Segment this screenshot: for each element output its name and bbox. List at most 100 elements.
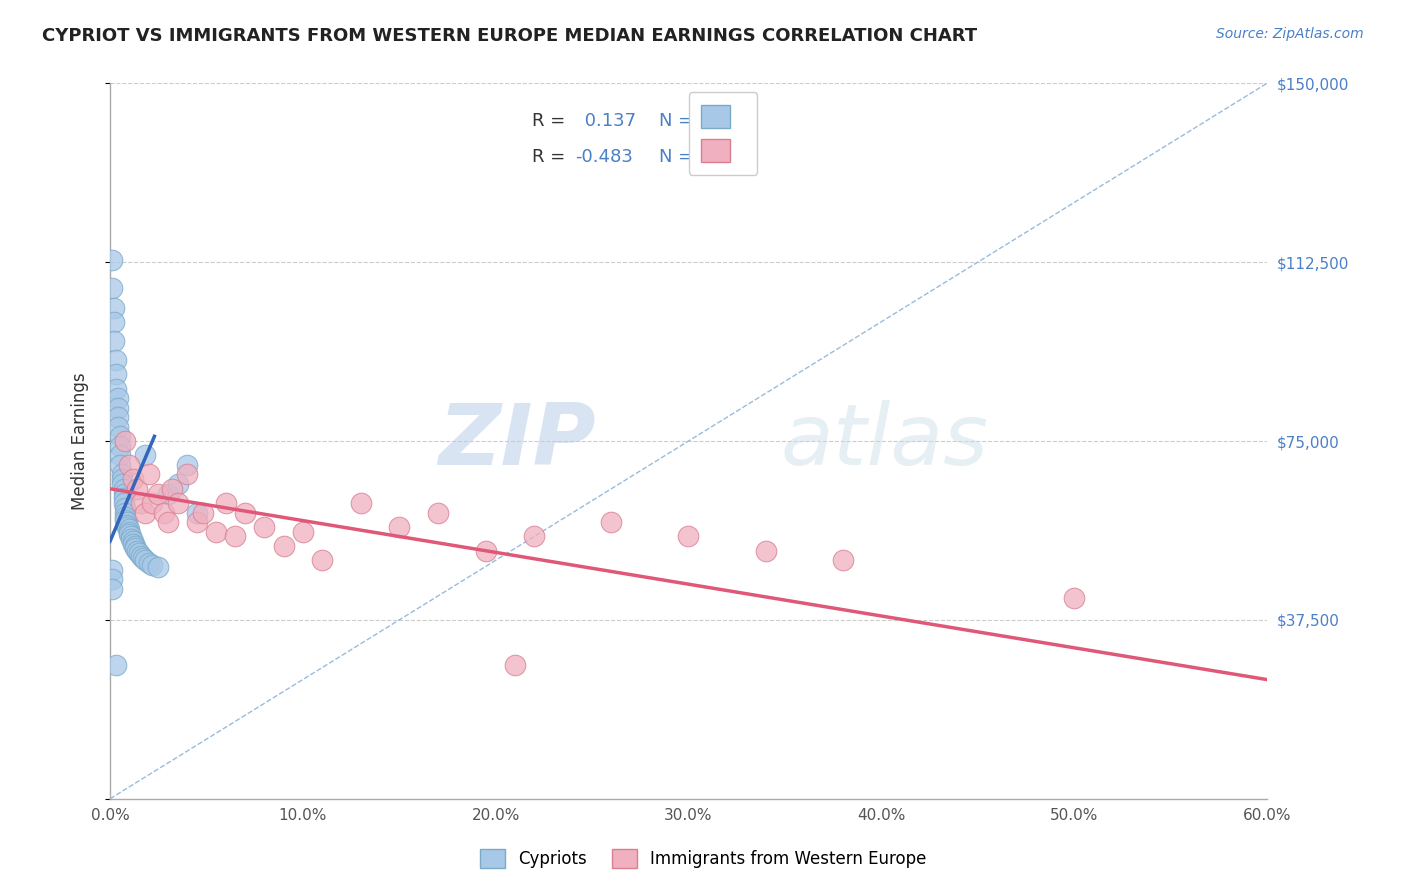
Point [117, 515, 139, 529]
Point [118, 522, 141, 536]
Point [125, 482, 148, 496]
Point [107, 419, 129, 434]
Point [166, 477, 188, 491]
Point [112, 486, 135, 500]
Point [120, 532, 142, 546]
Point [129, 549, 152, 563]
Point [831, 553, 853, 567]
Point [233, 506, 256, 520]
Point [215, 496, 238, 510]
Point [148, 560, 170, 574]
Point [148, 486, 170, 500]
Point [311, 553, 333, 567]
Point [114, 500, 136, 515]
Point [523, 529, 546, 543]
Point [160, 482, 183, 496]
Point [108, 439, 131, 453]
Point [205, 524, 228, 539]
Point [186, 515, 208, 529]
Point [120, 529, 142, 543]
Point [107, 391, 129, 405]
Point [104, 353, 127, 368]
Point [134, 553, 156, 567]
Text: R =: R = [533, 148, 565, 166]
Point [111, 477, 134, 491]
Point [129, 496, 152, 510]
Text: -0.483: -0.483 [575, 148, 633, 166]
Point [117, 520, 139, 534]
Point [122, 534, 145, 549]
Point [124, 539, 146, 553]
Point [107, 410, 129, 425]
Point [114, 434, 136, 449]
Point [141, 558, 163, 573]
Point [103, 315, 125, 329]
Text: CYPRIOT VS IMMIGRANTS FROM WESTERN EUROPE MEDIAN EARNINGS CORRELATION CHART: CYPRIOT VS IMMIGRANTS FROM WESTERN EUROP… [42, 27, 977, 45]
Point [124, 541, 146, 556]
Point [153, 506, 176, 520]
Point [112, 482, 135, 496]
Point [166, 496, 188, 510]
Point [1063, 591, 1085, 606]
Point [678, 529, 700, 543]
Point [176, 467, 198, 482]
Point [101, 281, 124, 295]
Point [112, 491, 135, 506]
Point [114, 513, 136, 527]
Point [118, 524, 141, 539]
Text: Source: ZipAtlas.com: Source: ZipAtlas.com [1216, 27, 1364, 41]
Text: N = 35: N = 35 [659, 148, 723, 166]
Legend: Cypriots, Immigrants from Western Europe: Cypriots, Immigrants from Western Europe [472, 842, 934, 875]
Text: R =: R = [533, 112, 565, 130]
Point [103, 301, 125, 315]
Text: atlas: atlas [780, 400, 988, 483]
Point [114, 510, 136, 524]
Point [138, 467, 160, 482]
Point [350, 496, 373, 510]
Point [156, 486, 179, 500]
Point [107, 401, 129, 415]
Point [104, 368, 127, 382]
Point [112, 496, 135, 510]
Y-axis label: Median Earnings: Median Earnings [72, 372, 89, 510]
Point [132, 550, 155, 565]
Text: N = 56: N = 56 [659, 112, 723, 130]
Point [475, 543, 498, 558]
Point [273, 539, 295, 553]
Point [108, 449, 131, 463]
Point [128, 546, 150, 560]
Point [101, 573, 124, 587]
Point [125, 543, 148, 558]
Point [103, 334, 125, 348]
Point [122, 472, 145, 486]
Point [101, 563, 124, 577]
Point [138, 556, 160, 570]
Point [101, 582, 124, 596]
Point [108, 429, 131, 443]
Point [191, 506, 214, 520]
Text: 0.137: 0.137 [578, 112, 636, 130]
Point [134, 449, 156, 463]
Point [111, 472, 134, 486]
Text: ZIP: ZIP [439, 400, 596, 483]
Point [114, 506, 136, 520]
Point [754, 543, 776, 558]
Point [176, 458, 198, 472]
Legend: , : , [689, 93, 758, 175]
Point [426, 506, 449, 520]
Point [122, 536, 145, 550]
Point [134, 506, 156, 520]
Point [104, 658, 127, 673]
Point [141, 496, 163, 510]
Point [117, 517, 139, 532]
Point [156, 515, 179, 529]
Point [111, 467, 134, 482]
Point [104, 382, 127, 396]
Point [101, 252, 124, 267]
Point [118, 458, 141, 472]
Point [600, 515, 623, 529]
Point [253, 520, 276, 534]
Point [108, 458, 131, 472]
Point [388, 520, 411, 534]
Point [291, 524, 314, 539]
